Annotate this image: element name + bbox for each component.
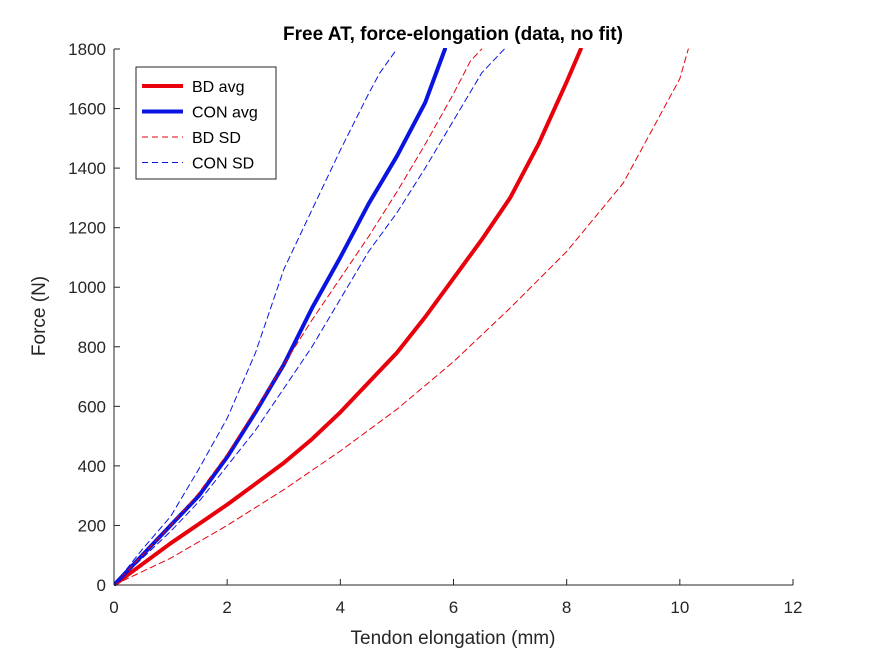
series-line-bd-avg	[114, 48, 583, 586]
plot-area	[114, 48, 689, 586]
legend-label-con-avg: CON avg	[192, 105, 258, 122]
y-tick-label: 400	[78, 457, 106, 476]
series-line-con-sd-lower	[114, 48, 505, 586]
y-axis-label: Force (N)	[29, 276, 50, 356]
y-tick-label: 800	[78, 338, 106, 357]
series-line-con-sd	[114, 48, 398, 586]
chart-title: Free AT, force-elongation (data, no fit)	[283, 24, 623, 45]
legend-label-con-sd: CON SD	[192, 156, 254, 173]
x-tick-label: 2	[222, 598, 231, 617]
y-tick-label: 1000	[68, 278, 106, 297]
x-tick-label: 0	[109, 598, 118, 617]
legend-label-bd-avg: BD avg	[192, 79, 244, 96]
y-tick-label: 1800	[68, 40, 106, 59]
x-tick-label: 8	[562, 598, 571, 617]
y-tick-label: 1200	[68, 219, 106, 238]
legend: BD avg CON avg BD SD CON SD	[135, 66, 277, 180]
x-axis-label: Tendon elongation (mm)	[351, 628, 556, 649]
x-tick-label: 6	[449, 598, 458, 617]
y-tick-label: 600	[78, 397, 106, 416]
x-tick-label: 12	[784, 598, 803, 617]
legend-label-bd-sd: BD SD	[192, 130, 241, 147]
x-axis: 0 2 4 6 8 10 12	[109, 579, 802, 617]
series-group	[114, 48, 689, 586]
x-tick-label: 4	[336, 598, 345, 617]
x-tick-label: 10	[670, 598, 689, 617]
y-axis: 0 200 400 600 800 1000 1200 1400 1600 1800	[68, 40, 120, 595]
y-tick-label: 200	[78, 516, 106, 535]
series-line-bd-sd	[114, 48, 483, 586]
y-tick-label: 0	[97, 576, 106, 595]
series-line-bd-sd-lower	[114, 48, 689, 586]
y-tick-label: 1400	[68, 159, 106, 178]
y-tick-label: 1600	[68, 100, 106, 119]
